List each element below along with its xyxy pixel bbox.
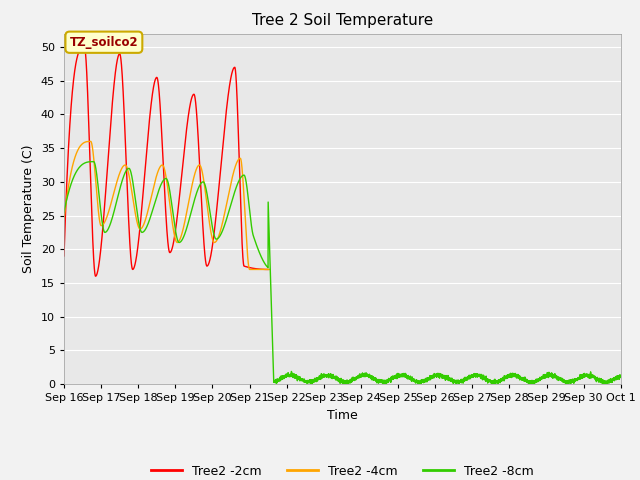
Tree2 -8cm (339, 381, 346, 387)
Tree2 -8cm (617, 373, 625, 379)
Y-axis label: Soil Temperature (C): Soil Temperature (C) (22, 144, 35, 273)
Tree2 -8cm (273, 378, 281, 384)
Line: Tree2 -8cm: Tree2 -8cm (64, 162, 621, 384)
Tree2 -4cm (161, 169, 169, 175)
Tree2 -2cm (161, 198, 169, 204)
Legend: Tree2 -2cm, Tree2 -4cm, Tree2 -8cm: Tree2 -2cm, Tree2 -4cm, Tree2 -8cm (146, 460, 539, 480)
Line: Tree2 -4cm: Tree2 -4cm (64, 142, 270, 269)
Tree2 -8cm (394, 372, 402, 378)
Text: TZ_soilco2: TZ_soilco2 (70, 36, 138, 49)
Tree2 -4cm (60, 216, 68, 222)
Tree2 -8cm (518, 375, 526, 381)
Title: Tree 2 Soil Temperature: Tree 2 Soil Temperature (252, 13, 433, 28)
Tree2 -8cm (422, 377, 430, 383)
Tree2 -2cm (60, 253, 68, 259)
X-axis label: Time: Time (327, 408, 358, 421)
Tree2 -8cm (90, 159, 97, 165)
Line: Tree2 -2cm: Tree2 -2cm (64, 47, 268, 276)
Tree2 -8cm (60, 209, 68, 215)
Tree2 -8cm (476, 373, 483, 379)
Tree2 -8cm (161, 176, 169, 181)
